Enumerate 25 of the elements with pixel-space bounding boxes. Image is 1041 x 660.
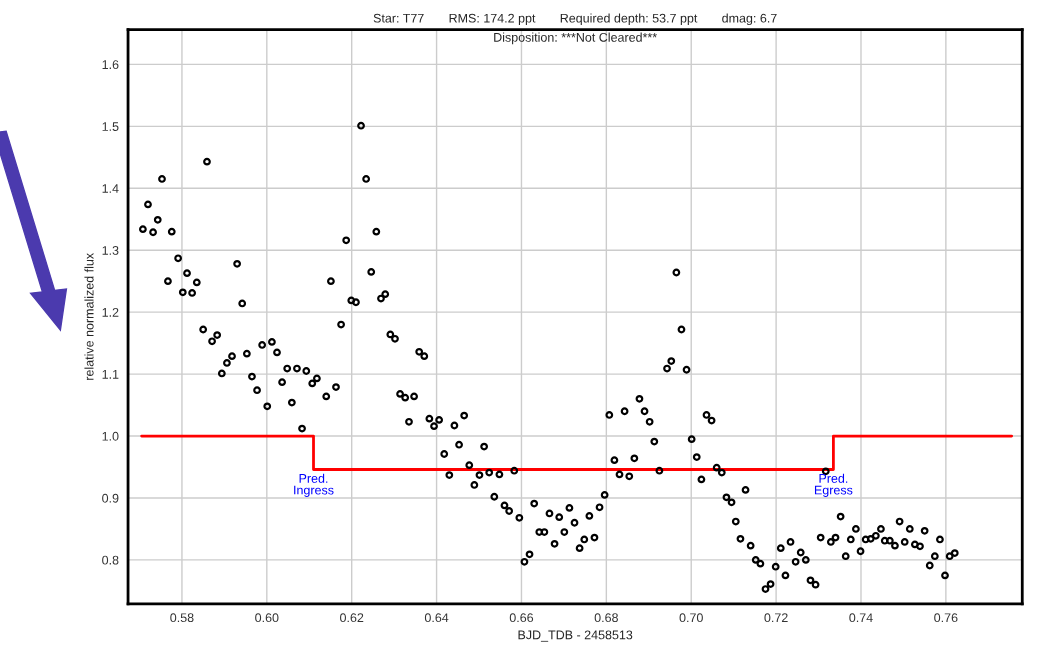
y-tick-label: 0.8 — [102, 555, 119, 565]
x-tick-label: 0.62 — [340, 613, 364, 623]
y-axis-title: relative normalized flux — [84, 253, 94, 380]
x-tick-label: 0.68 — [594, 613, 618, 623]
x-tick-label: 0.74 — [849, 613, 873, 623]
x-tick-label: 0.60 — [255, 613, 279, 623]
chart-title: Star: T77 RMS: 174.2 ppt Required depth: 53.7 ppt dmag: 6.7 — [373, 13, 777, 26]
x-tick-label: 0.64 — [424, 613, 449, 623]
y-tick-label: 1.4 — [102, 184, 119, 193]
annotation: Pred. Egress — [814, 473, 853, 497]
annotation: Pred. Ingress — [294, 473, 334, 497]
x-tick-label: 0.58 — [170, 613, 194, 623]
y-tick-label: 1.2 — [102, 307, 119, 317]
y-tick-label: 1.3 — [102, 246, 119, 255]
chart-subtitle: Disposition: ***Not Cleared*** — [494, 32, 657, 45]
y-tick-label: 1.1 — [102, 370, 119, 379]
x-tick-label: 0.76 — [934, 613, 958, 623]
y-tick-label: 1.5 — [102, 122, 119, 131]
y-tick-label: 1.0 — [102, 431, 119, 441]
y-tick-label: 1.6 — [102, 60, 119, 70]
x-axis-title: BJD_TDB - 2458513 — [518, 630, 633, 642]
x-tick-label: 0.66 — [509, 613, 534, 623]
x-tick-label: 0.72 — [764, 613, 788, 623]
y-tick-label: 0.9 — [102, 493, 119, 503]
x-tick-label: 0.70 — [679, 613, 703, 623]
